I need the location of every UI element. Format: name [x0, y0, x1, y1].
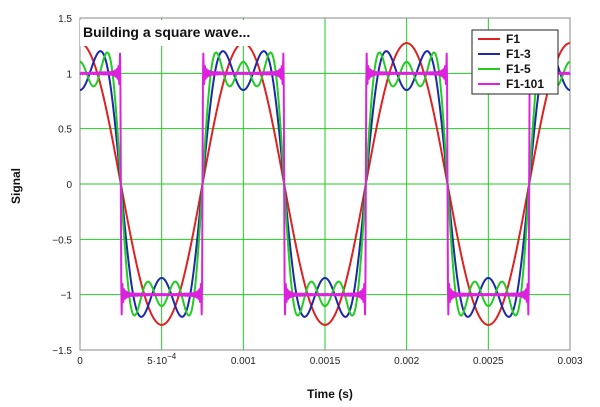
x-tick-label: 0.0015: [310, 356, 341, 367]
legend-label: F1-3: [506, 47, 531, 61]
legend-label: F1-101: [506, 77, 544, 91]
x-tick-label: 0.0025: [473, 356, 504, 367]
y-tick-label: 0: [66, 180, 72, 191]
y-tick-label: −1: [61, 291, 73, 302]
series-f1-5-line: [79, 51, 571, 317]
series-f1-line: [79, 42, 571, 326]
title-background: [80, 20, 272, 46]
x-tick-label: 0.002: [394, 356, 419, 367]
x-tick-label: 0.001: [231, 356, 256, 367]
y-tick-label: −1.5: [52, 346, 72, 357]
chart-title-box: Building a square wave...: [80, 20, 272, 46]
plot-area: [79, 17, 571, 351]
tick-labels: 0 5·10−4 0.001 0.0015 0.002 0.0025 0.003 1.5 1 0.…: [52, 14, 583, 367]
legend-label: F1: [506, 32, 520, 46]
x-tick-label: 0.003: [557, 356, 582, 367]
chart-title: Building a square wave...: [83, 24, 250, 40]
x-axis-label: Time (s): [307, 387, 353, 401]
y-tick-label: 1: [66, 69, 72, 80]
y-tick-label: −0.5: [52, 235, 72, 246]
series-f1-3-line: [79, 50, 571, 318]
x-tick-label: 5·10−4: [147, 352, 177, 367]
y-axis-label: Signal: [9, 168, 23, 204]
series-f1-101-line: [79, 52, 571, 316]
y-tick-label: 1.5: [58, 14, 72, 25]
x-tick-label: 0: [77, 356, 83, 367]
series-layer: [79, 42, 571, 326]
legend-label: F1-5: [506, 62, 531, 76]
y-tick-label: 0.5: [58, 125, 72, 136]
